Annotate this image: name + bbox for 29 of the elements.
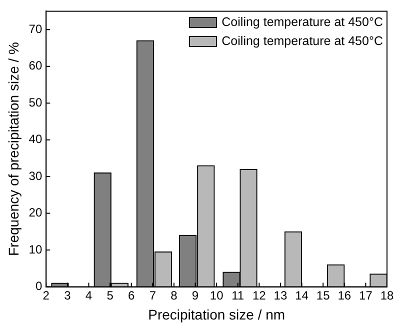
x-tick-label: 15 [316,288,330,302]
x-tick-label: 9 [192,288,199,302]
y-tick-label: 40 [28,132,42,146]
y-tick-label: 50 [28,95,42,110]
y-tick-label: 0 [35,279,42,294]
x-tick-label: 6 [128,288,136,302]
x-tick-label: 16 [338,288,352,302]
y-tick-label: 30 [28,168,42,183]
x-tick-label: 7 [149,288,156,302]
y-tick-label: 70 [28,22,42,36]
y-axis-title: Frequency of precipitation size / % [5,42,22,256]
x-tick-label: 13 [274,288,288,302]
legend-label: Coiling temperature at 450°C [222,33,383,50]
x-tick-label: 4 [85,288,92,302]
x-tick-label: 2 [42,288,50,302]
x-tick-label: 5 [106,288,114,302]
legend-label: Coiling temperature at 450°C [222,14,383,32]
x-tick-label: 11 [232,288,244,302]
y-tick-label: 60 [28,58,42,73]
x-tick-label: 3 [64,288,72,302]
x-tick-label: 18 [380,288,394,302]
x-tick-label: 12 [252,288,266,302]
y-tick-label: 20 [28,206,42,220]
x-axis-title: Precipitation size / nm [148,306,286,322]
x-tick-label: 14 [295,288,309,302]
x-tick-label: 17 [359,288,373,302]
y-tick-label: 10 [28,242,42,256]
x-tick-label: 8 [170,288,178,302]
x-tick-label: 10 [210,288,224,302]
